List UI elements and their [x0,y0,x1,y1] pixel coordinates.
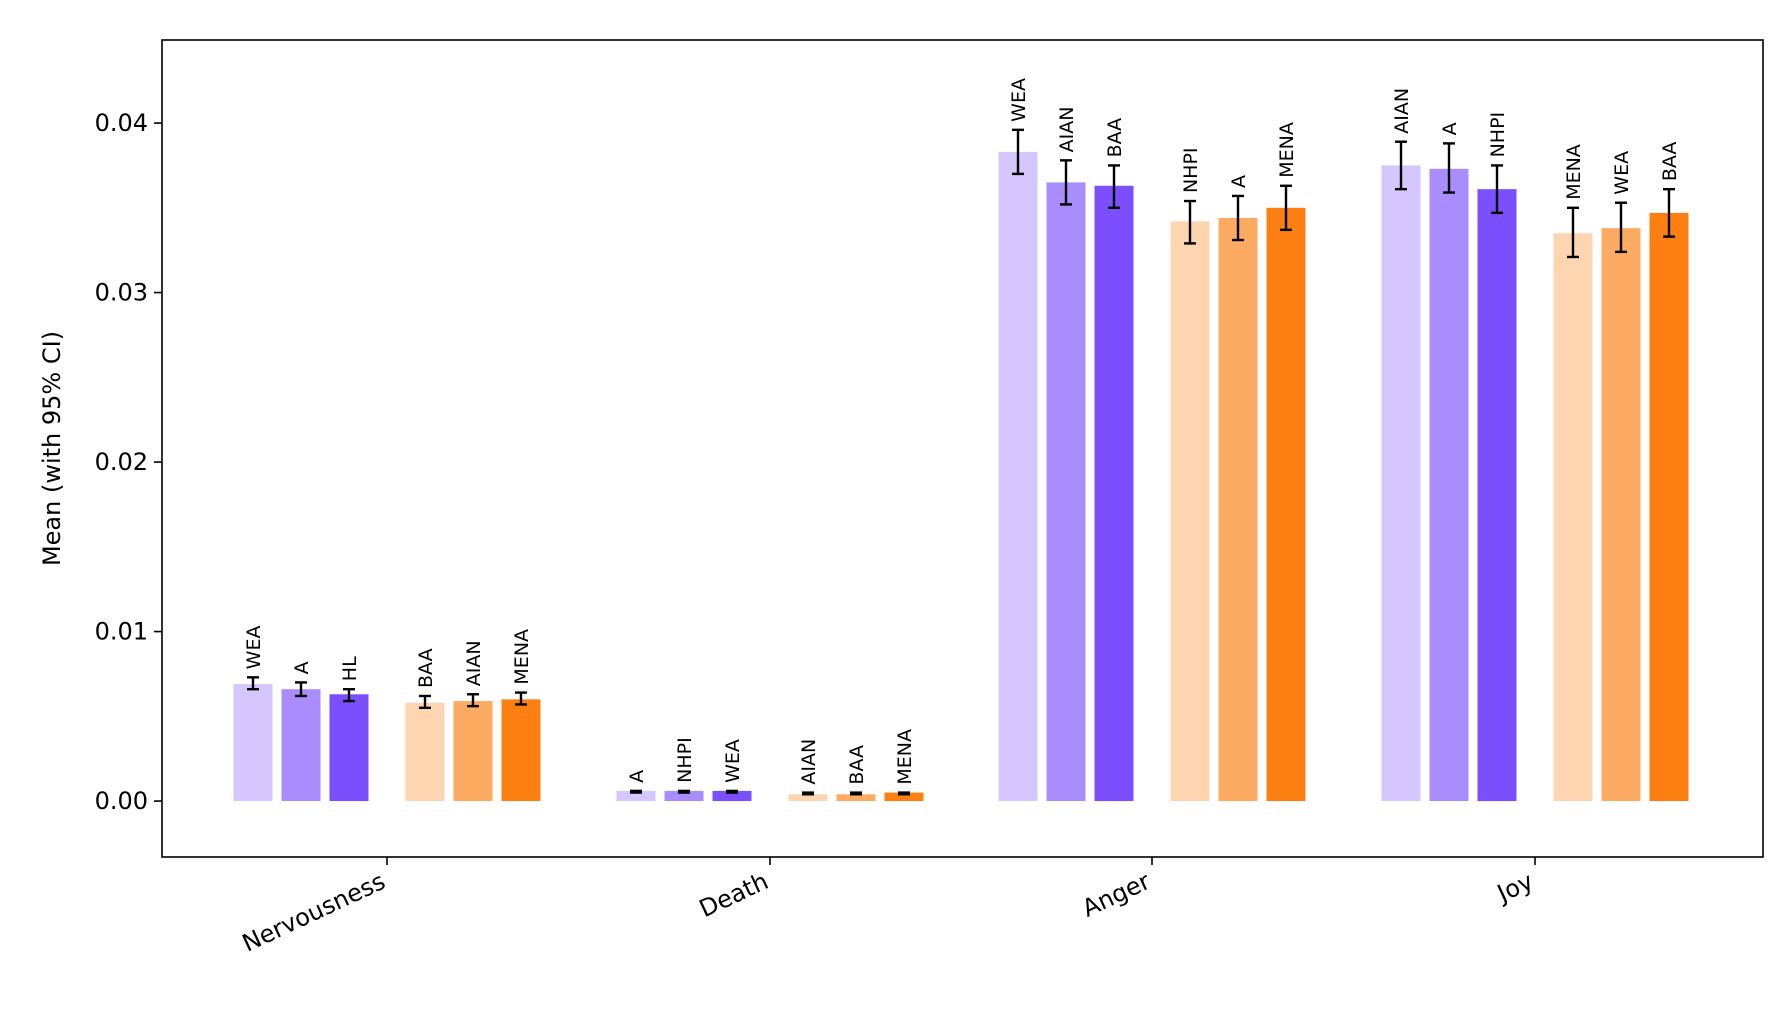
x-tick-label-anger: Anger [1078,867,1155,923]
bar-joy-nhpi [1477,189,1517,802]
bar-label: WEA [722,739,744,783]
bar-joy-baa [1649,212,1689,802]
bar-label: AIAN [1391,88,1413,134]
y-axis-title: Mean (with 95% CI) [38,331,66,566]
bar-labels-layer: WEA A HL BAA AIAN MENA A NHPI WEA AIAN BAA MENA WEA A… [243,78,1681,785]
bar-label: MENA [511,629,533,685]
plot-frame [161,39,1764,858]
bar-anger-baa [1094,185,1134,802]
bar-label: NHPI [1180,147,1202,193]
bar-death-a [616,790,656,802]
bar-anger-a [1218,217,1258,802]
bar-nervousness-mena [501,699,541,802]
bar-anger-wea [998,151,1038,802]
bar-nervousness-a [281,689,321,802]
y-tick-label: 0.00 [95,787,148,815]
bar-death-wea [712,790,752,802]
bar-death-nhpi [664,790,704,802]
bars-layer [233,128,1689,802]
x-tick-label-death: Death [695,867,773,923]
y-tick-label: 0.04 [95,109,148,137]
bar-label: NHPI [674,737,696,783]
y-tick-label: 0.01 [95,618,148,646]
x-tick-label-nervousness: Nervousness [238,867,390,958]
bar-label: BAA [1104,118,1126,158]
bar-label: WEA [1611,151,1633,195]
bar-label: WEA [243,626,265,670]
bar-joy-wea [1601,228,1641,802]
bar-death-aian [788,794,828,802]
bar-nervousness-wea [233,684,273,802]
bar-joy-mena [1553,233,1593,802]
bar-label: BAA [1659,142,1681,182]
bar-anger-mena [1266,207,1306,802]
bar-label: HL [339,656,361,681]
bar-label: A [1228,175,1250,188]
bar-joy-aian [1381,165,1421,802]
bar-nervousness-baa [405,702,445,802]
x-axis: Nervousness Death Anger Joy [238,857,1538,958]
bar-label: AIAN [798,739,820,785]
bar-label: A [1439,122,1461,135]
y-tick-label: 0.03 [95,279,148,307]
bar-label: A [626,770,648,783]
bar-death-mena [884,792,924,802]
bar-joy-a [1429,168,1469,802]
bar-label: MENA [1563,144,1585,200]
bar-label: BAA [846,745,868,785]
bar-label: WEA [1008,78,1030,122]
bar-anger-nhpi [1170,221,1210,802]
bar-label: A [291,661,313,674]
bar-death-baa [836,794,876,802]
y-axis: 0.00 0.01 0.02 0.03 0.04 [95,109,162,815]
bar-label: AIAN [1056,107,1078,153]
bar-label: BAA [415,648,437,688]
x-tick-label-joy: Joy [1491,867,1537,908]
bar-label: AIAN [463,640,485,686]
bar-label: MENA [1276,122,1298,178]
bar-nervousness-hl [329,694,369,802]
bar-anger-aian [1046,182,1086,802]
bar-label: NHPI [1487,112,1509,158]
bar-nervousness-aian [453,701,493,802]
y-tick-label: 0.02 [95,448,148,476]
bar-label: MENA [894,729,916,785]
